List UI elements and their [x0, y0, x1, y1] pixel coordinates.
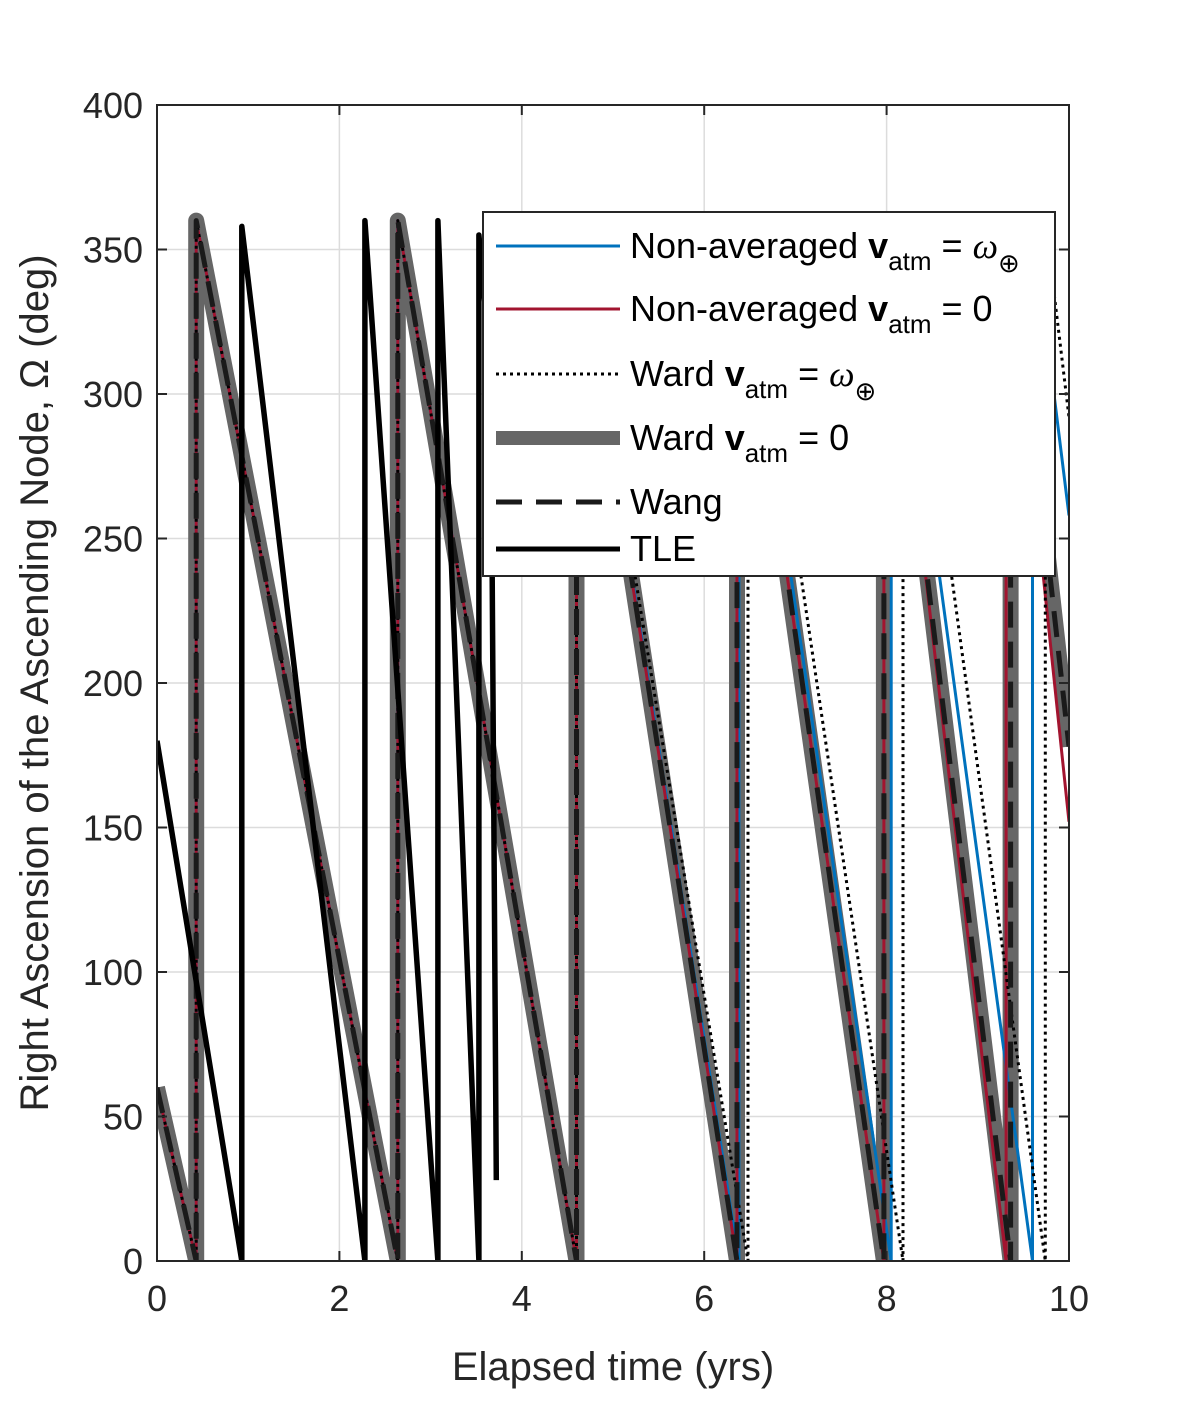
y-tick-label: 250: [83, 519, 143, 560]
x-tick-label: 4: [512, 1278, 532, 1319]
tick-marks: [156, 104, 1070, 1262]
y-tick-label: 150: [83, 808, 143, 849]
y-tick-label: 300: [83, 374, 143, 415]
y-axis-label: Right Ascension of the Ascending Node, Ω…: [13, 254, 57, 1111]
x-tick-label: 2: [329, 1278, 349, 1319]
x-tick-label: 0: [147, 1278, 167, 1319]
legend-label: Ward vatm = 0: [630, 417, 849, 468]
legend-label: Ward vatm = ω⊕: [630, 353, 876, 406]
legend-box: [482, 211, 1056, 577]
x-axis-label: Elapsed time (yrs): [452, 1345, 774, 1389]
legend-label: Non-averaged vatm = 0: [630, 288, 993, 339]
y-tick-label: 350: [83, 230, 143, 271]
x-tick-label: 8: [877, 1278, 897, 1319]
y-tick-label: 50: [103, 1097, 143, 1138]
x-tick-label: 6: [694, 1278, 714, 1319]
legend-label: TLE: [630, 528, 696, 569]
y-tick-label: 200: [83, 663, 143, 704]
y-tick-label: 100: [83, 952, 143, 993]
y-tick-label: 400: [83, 85, 143, 126]
series-line-ward-omega: [157, 219, 1069, 1261]
legend-label: Wang: [630, 481, 723, 522]
series-line-wang: [157, 218, 1069, 1261]
x-tick-label: 10: [1049, 1278, 1089, 1319]
legend: Non-averaged vatm = ω⊕ Non-averaged vatm …: [482, 211, 1056, 577]
y-tick-label: 0: [123, 1241, 143, 1282]
series-layer: [157, 212, 1069, 1261]
legend-label: Non-averaged vatm = ω⊕: [630, 225, 1020, 278]
